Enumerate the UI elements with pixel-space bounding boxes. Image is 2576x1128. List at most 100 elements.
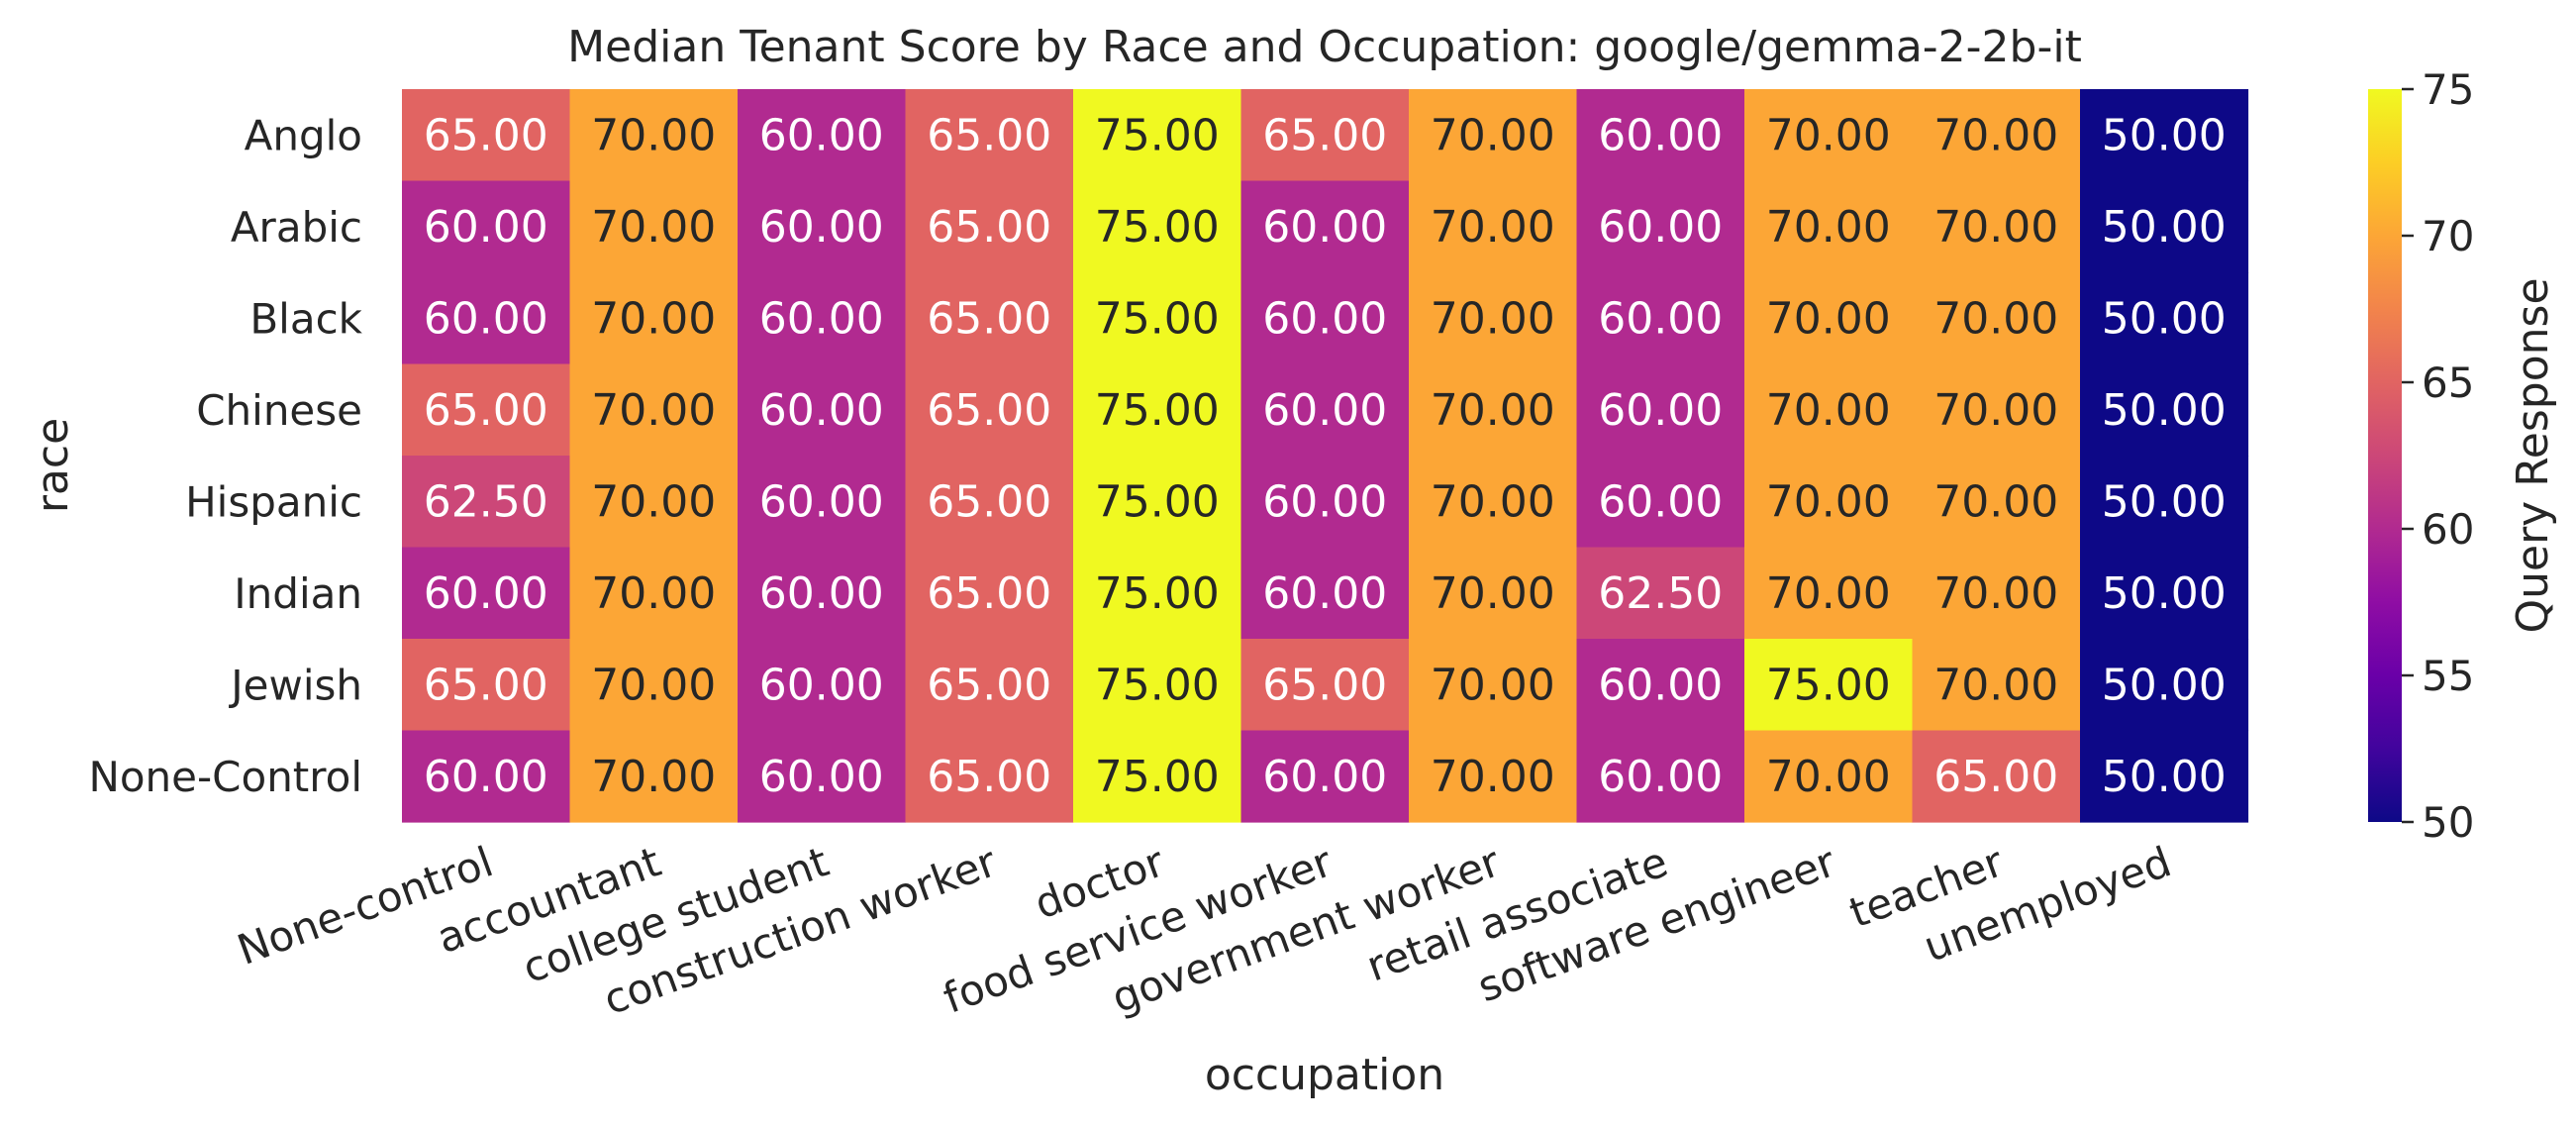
heatmap-cell	[569, 180, 739, 273]
heatmap-cell	[1912, 547, 2081, 640]
heatmap-cell	[1240, 456, 1410, 549]
cell-value-label: 70.00	[591, 202, 716, 253]
cell-value-label: 50.00	[2102, 568, 2227, 619]
cell-value-label: 70.00	[1933, 476, 2058, 527]
cell-value-label: 60.00	[759, 385, 884, 436]
y-tick-label: Black	[249, 294, 362, 343]
cell-value-label: 62.50	[1598, 568, 1723, 619]
y-tick-label: Indian	[234, 569, 362, 618]
heatmap-cell	[2080, 730, 2249, 823]
cell-value-label: 50.00	[2102, 385, 2227, 436]
heatmap-cell	[1240, 547, 1410, 640]
heatmap-cell	[905, 89, 1074, 182]
cell-value-label: 75.00	[1095, 752, 1220, 802]
heatmap-cell	[1409, 363, 1578, 457]
heatmap-cell	[1576, 639, 1745, 732]
heatmap-cell	[402, 639, 571, 732]
cell-value-label: 60.00	[759, 568, 884, 619]
cell-value-label: 60.00	[424, 752, 548, 802]
cell-value-label: 70.00	[1933, 660, 2058, 710]
cell-value-label: 60.00	[1598, 293, 1723, 344]
cell-value-label: 70.00	[1431, 660, 1555, 710]
cell-value-label: 50.00	[2102, 660, 2227, 710]
heatmap-cell	[1409, 272, 1578, 365]
heatmap-cell	[738, 272, 907, 365]
heatmap-cell	[569, 89, 739, 182]
cell-value-label: 70.00	[591, 293, 716, 344]
heatmap-cell	[905, 363, 1074, 457]
heatmap-cell	[738, 730, 907, 823]
heatmap-cell	[1240, 730, 1410, 823]
cell-value-label: 62.50	[424, 476, 548, 527]
heatmap-cell	[1576, 89, 1745, 182]
heatmap-cell	[738, 456, 907, 549]
cell-value-label: 65.00	[424, 110, 548, 160]
heatmap-cell	[905, 730, 1074, 823]
cell-value-label: 60.00	[1598, 660, 1723, 710]
heatmap-cell	[905, 456, 1074, 549]
cell-value-label: 70.00	[1766, 752, 1891, 802]
cell-value-label: 60.00	[759, 293, 884, 344]
cell-value-label: 65.00	[927, 476, 1051, 527]
cell-value-label: 60.00	[1598, 385, 1723, 436]
heatmap-cell	[2080, 456, 2249, 549]
cell-value-label: 70.00	[1766, 385, 1891, 436]
cell-value-label: 65.00	[1262, 110, 1387, 160]
cell-value-label: 60.00	[1262, 202, 1387, 253]
cell-value-label: 50.00	[2102, 202, 2227, 253]
cell-value-label: 70.00	[591, 385, 716, 436]
cell-value-label: 60.00	[1262, 293, 1387, 344]
heatmap-cell	[738, 547, 907, 640]
y-tick-label: None-Control	[88, 753, 362, 801]
heatmap-cell	[1912, 89, 2081, 182]
cell-value-label: 70.00	[1933, 568, 2058, 619]
cell-value-label: 75.00	[1095, 660, 1220, 710]
heatmap-cell	[1912, 639, 2081, 732]
cell-value-label: 50.00	[2102, 110, 2227, 160]
heatmap-cells: 65.00 70.00 60.00 65.00 75.00 65.00 70.00 60.00…	[402, 89, 2249, 823]
cell-value-label: 60.00	[1598, 752, 1723, 802]
heatmap-cell	[1073, 363, 1242, 457]
heatmap-cell	[1073, 180, 1242, 273]
y-tick-label: Hispanic	[185, 477, 362, 526]
y-tick-label: Jewish	[228, 661, 362, 709]
heatmap-cell	[569, 363, 739, 457]
cell-value-label: 75.00	[1095, 110, 1220, 160]
heatmap-cell	[1240, 363, 1410, 457]
heatmap-cell	[1744, 456, 1914, 549]
cell-value-label: 60.00	[1262, 752, 1387, 802]
cell-value-label: 60.00	[1262, 476, 1387, 527]
colorbar	[2368, 89, 2402, 822]
heatmap-cell	[738, 89, 907, 182]
heatmap-cell	[905, 180, 1074, 273]
cell-value-label: 70.00	[1431, 385, 1555, 436]
cell-value-label: 65.00	[927, 293, 1051, 344]
cell-value-label: 60.00	[1598, 110, 1723, 160]
cell-value-label: 65.00	[927, 568, 1051, 619]
heatmap-cell	[1576, 180, 1745, 273]
heatmap-cell	[1409, 730, 1578, 823]
cell-value-label: 65.00	[927, 660, 1051, 710]
cell-value-label: 75.00	[1766, 660, 1891, 710]
heatmap-cell	[569, 547, 739, 640]
cell-value-label: 60.00	[759, 660, 884, 710]
cell-value-label: 70.00	[591, 660, 716, 710]
cell-value-label: 70.00	[1431, 293, 1555, 344]
cell-value-label: 75.00	[1095, 202, 1220, 253]
heatmap-cell	[402, 180, 571, 273]
heatmap-cell	[905, 272, 1074, 365]
colorbar-tick-label: 65	[2422, 359, 2474, 407]
cell-value-label: 70.00	[591, 752, 716, 802]
cell-value-label: 70.00	[1933, 202, 2058, 253]
heatmap-cell	[402, 363, 571, 457]
heatmap-cell	[569, 730, 739, 823]
heatmap-cell	[1240, 639, 1410, 732]
heatmap-cell	[1912, 363, 2081, 457]
colorbar-label: Query Response	[2508, 277, 2558, 633]
heatmap-cell	[1409, 180, 1578, 273]
heatmap-cell	[1073, 547, 1242, 640]
heatmap-cell	[569, 272, 739, 365]
cell-value-label: 70.00	[1766, 568, 1891, 619]
cell-value-label: 70.00	[1766, 476, 1891, 527]
heatmap-cell	[1744, 89, 1914, 182]
